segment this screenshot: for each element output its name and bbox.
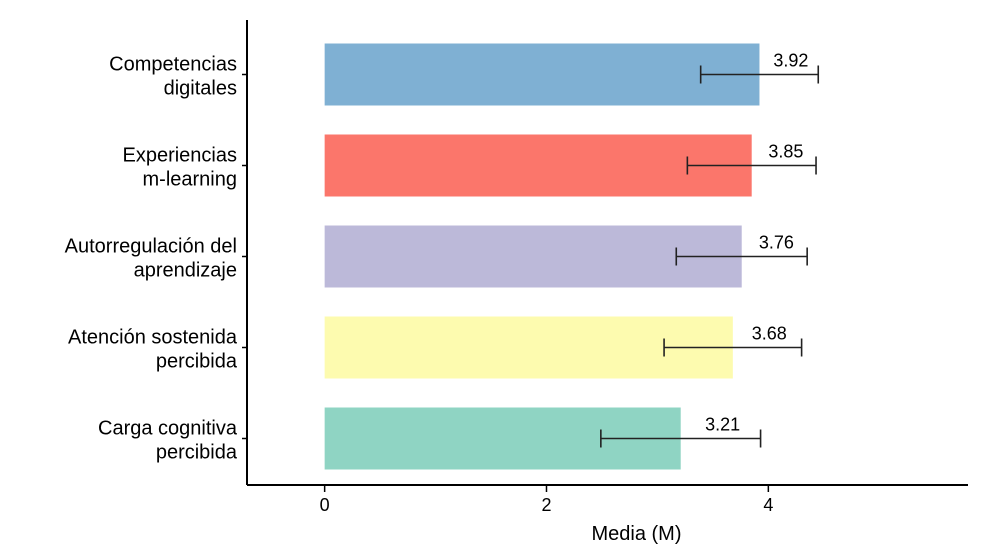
category-label: Competencias digitales: [109, 54, 237, 100]
category-label-line: Carga cognitiva: [98, 418, 238, 440]
bar: [324, 134, 752, 197]
category-label-line: Atención sostenida: [68, 327, 238, 349]
x-tick-label: 4: [763, 495, 773, 515]
category-label-line: digitales: [164, 78, 237, 100]
value-labels-group: 3.92 3.85 3.76 3.68 3.21: [705, 51, 808, 435]
category-label-line: percibida: [156, 442, 238, 464]
category-label-line: percibida: [156, 351, 238, 373]
bar: [324, 225, 742, 288]
category-label: Atención sostenida percibida: [68, 327, 238, 373]
x-tick-label: 2: [541, 495, 551, 515]
data-label: 3.68: [752, 324, 787, 344]
data-label: 3.76: [759, 233, 794, 253]
category-label: Autorregulación del aprendizaje: [65, 236, 237, 282]
x-tick-label: 0: [320, 495, 330, 515]
bar: [324, 43, 760, 106]
data-label: 3.21: [705, 415, 740, 435]
axes-group: [246, 20, 968, 486]
error-bar: [686, 156, 817, 175]
error-bar: [663, 338, 803, 357]
category-label-line: m-learning: [143, 169, 237, 191]
x-ticks-group: 0 2 4: [242, 73, 773, 515]
category-label-line: Experiencias: [122, 145, 237, 167]
category-label-line: Competencias: [109, 54, 237, 76]
bars-group: [324, 43, 760, 470]
data-label: 3.85: [768, 142, 803, 162]
error-bar: [675, 247, 808, 266]
category-label-line: aprendizaje: [134, 260, 237, 282]
error-bars-group: [600, 65, 820, 448]
error-bar: [600, 429, 762, 448]
data-label: 3.92: [773, 51, 808, 71]
category-label-line: Autorregulación del: [65, 236, 237, 258]
category-label: Experiencias m-learning: [122, 145, 237, 191]
category-labels-group: Competencias digitales Experiencias m-learn…: [65, 54, 238, 464]
category-label: Carga cognitiva percibida: [98, 418, 238, 464]
x-axis-title: Media (M): [591, 523, 681, 545]
error-bar: [699, 65, 820, 84]
